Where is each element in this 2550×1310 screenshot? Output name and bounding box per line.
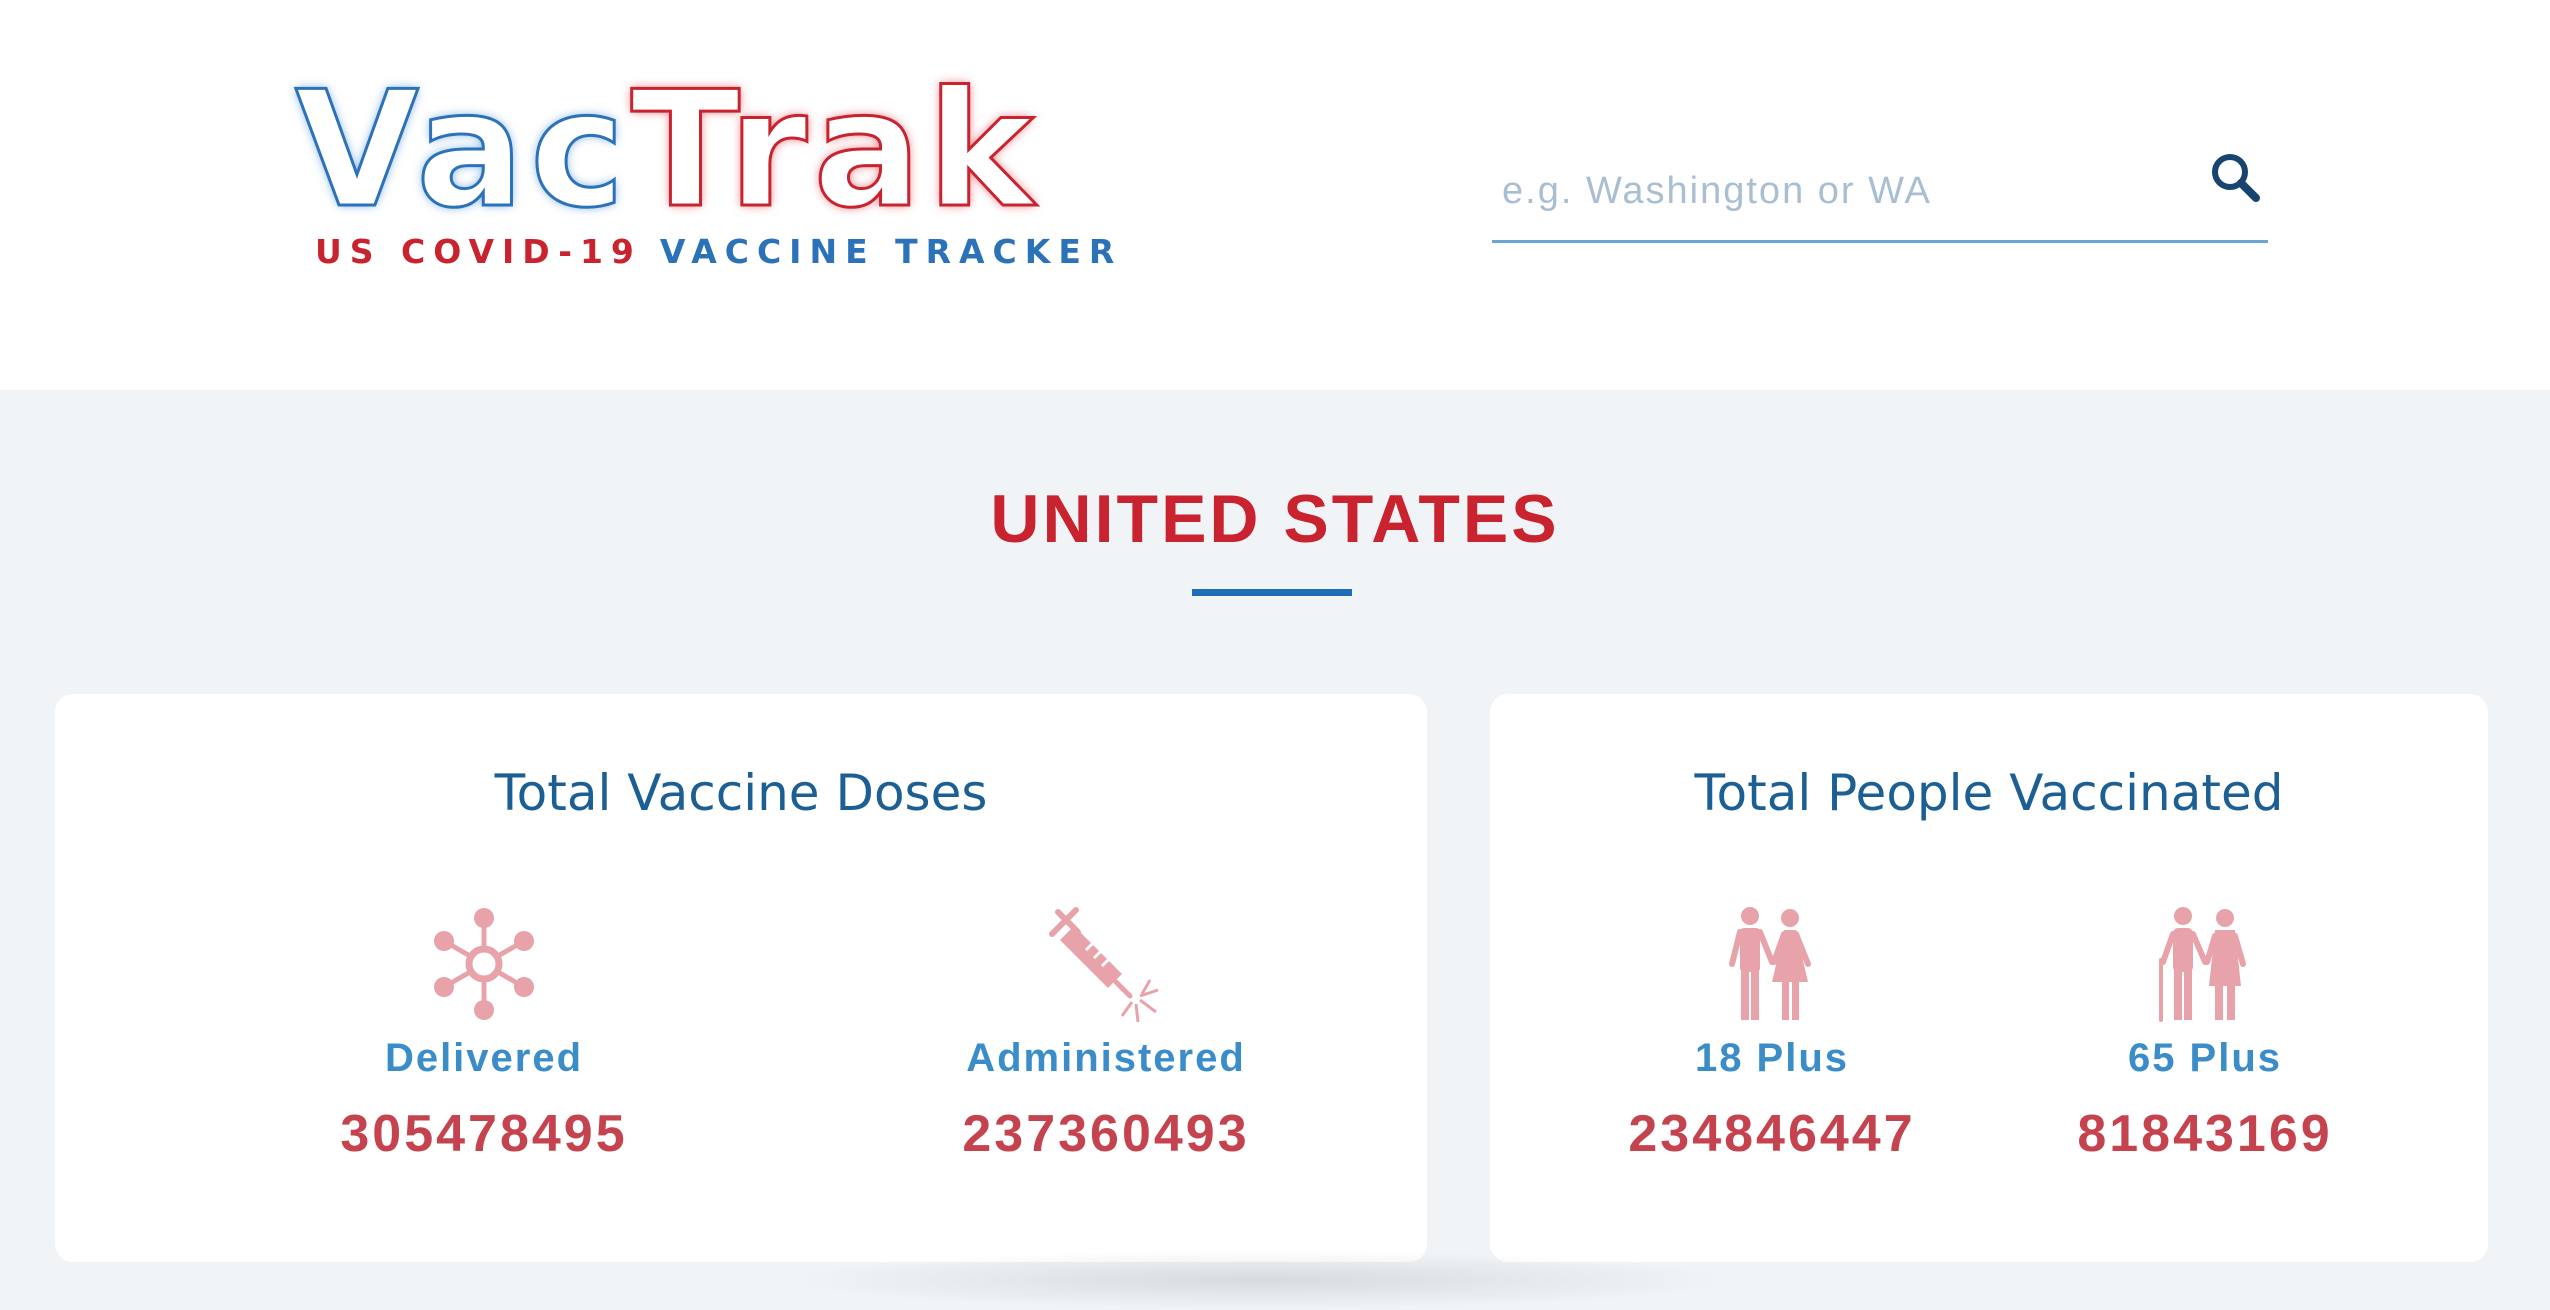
vaccine-molecule-icon bbox=[424, 904, 544, 1024]
stat-delivered: Delivered 305478495 bbox=[284, 904, 684, 1204]
search-button[interactable] bbox=[2204, 148, 2268, 212]
region-title: UNITED STATES bbox=[990, 481, 1560, 557]
logo-word-vac: Vac bbox=[294, 56, 631, 243]
search-input[interactable] bbox=[1500, 160, 2184, 222]
syringe-icon bbox=[1046, 904, 1166, 1024]
card-title: Total People Vaccinated bbox=[1694, 764, 2284, 822]
stat-label: 18 Plus bbox=[1694, 1036, 1850, 1080]
title-underline bbox=[1192, 589, 1352, 596]
search-icon bbox=[2212, 154, 2260, 202]
search-bar bbox=[1492, 140, 2268, 243]
logo-word-trak: Trak bbox=[629, 56, 1040, 243]
stat-label: Administered bbox=[966, 1036, 1246, 1080]
stat-value: 237360493 bbox=[962, 1105, 1250, 1163]
stat-label: Delivered bbox=[384, 1036, 584, 1080]
stat-value: 234846447 bbox=[1628, 1105, 1916, 1163]
stat-18-plus: 18 Plus 234846447 bbox=[1572, 904, 1972, 1204]
logo-tagline: US COVID-19 VACCINE TRACKER bbox=[315, 232, 1122, 271]
stat-value: 81843169 bbox=[2077, 1105, 2333, 1163]
stat-administered: Administered 237360493 bbox=[906, 904, 1306, 1204]
stat-label: 65 Plus bbox=[2127, 1036, 2283, 1080]
people-vaccinated-card: Total People Vaccinated bbox=[1490, 694, 2488, 1262]
logo-wordmark: VacTrak bbox=[294, 68, 1040, 231]
stat-value: 305478495 bbox=[340, 1105, 628, 1163]
stat-65-plus: 65 Plus 81843169 bbox=[2005, 904, 2405, 1204]
site-header: VacTrak US COVID-19 VACCINE TRACKER bbox=[0, 0, 2550, 390]
footer-shadow bbox=[780, 1250, 1740, 1310]
vaccine-doses-card: Total Vaccine Doses bbox=[55, 694, 1427, 1262]
logo-tagline-covid: US COVID-19 bbox=[315, 232, 642, 271]
vactrak-logo[interactable]: VacTrak US COVID-19 VACCINE TRACKER bbox=[294, 68, 1115, 290]
seniors-icon bbox=[2145, 904, 2265, 1024]
card-title: Total Vaccine Doses bbox=[494, 764, 988, 822]
logo-tagline-tracker: VACCINE TRACKER bbox=[659, 232, 1123, 271]
adults-icon bbox=[1712, 904, 1832, 1024]
